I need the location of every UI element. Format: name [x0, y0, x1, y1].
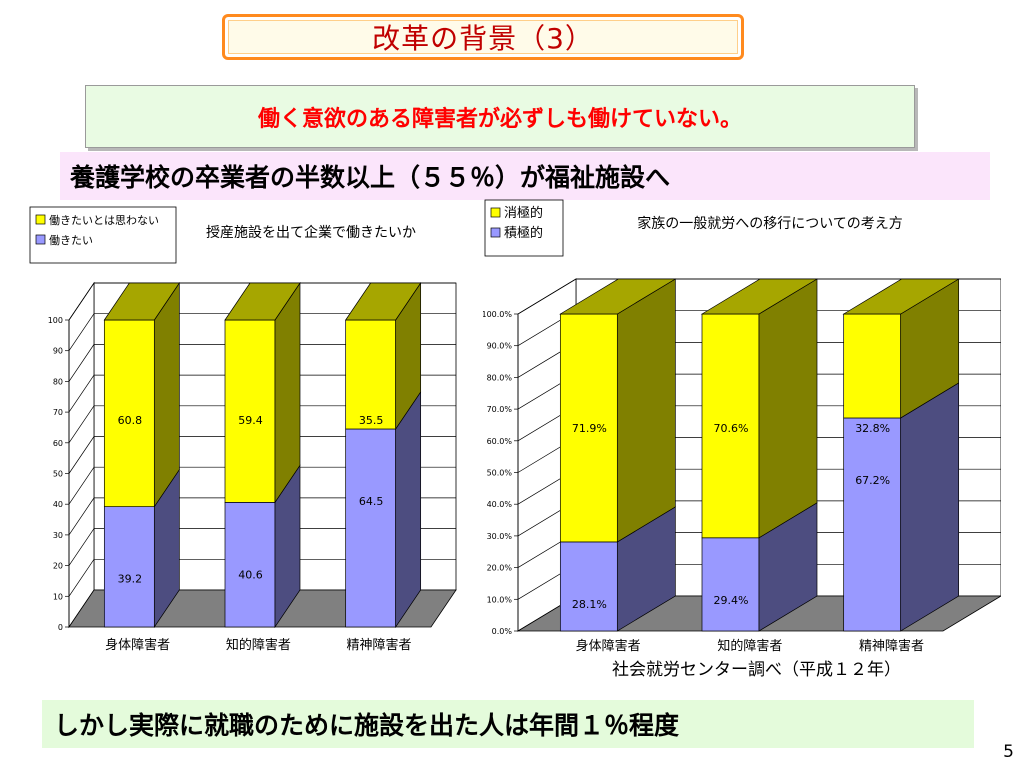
slide-subtitle: 働く意欲のある障害者が必ずしも働けていない。 — [85, 85, 915, 148]
y-tick-label: 0 — [58, 623, 63, 632]
bar-segment — [843, 417, 902, 632]
data-label: 35.5 — [359, 414, 384, 427]
category-label: 知的障害者 — [226, 637, 291, 653]
data-label: 67.2% — [855, 474, 890, 487]
y-tick-label: 80.0% — [487, 373, 513, 382]
y-tick-label: 60 — [53, 439, 63, 448]
bottom-banner: しかし実際に就職のために施設を出た人は年間１％程度 — [42, 700, 974, 748]
bar-side — [758, 278, 818, 539]
data-label: 29.4% — [714, 594, 749, 607]
gridline — [68, 374, 456, 413]
chart-title: 家族の一般就労への移行についての考え方 — [637, 215, 903, 232]
y-tick-label: 50 — [53, 470, 63, 479]
chart-family-attitude: 0.0% 10.0% 20.0% 30.0% 40.0% 50.0% 60.0% 70.0% 8… — [483, 199, 1001, 654]
bar-side — [900, 382, 960, 632]
bar-segment — [701, 313, 760, 539]
legend-swatch — [490, 207, 501, 218]
y-tick-label: 20 — [53, 562, 63, 571]
bar-segment — [345, 319, 397, 430]
y-tick-label: 30.0% — [487, 532, 513, 541]
y-tick-label: 10.0% — [487, 595, 513, 604]
category-label: 身体障害者 — [105, 637, 170, 653]
y-tick-label: 70.0% — [487, 405, 513, 414]
data-label: 59.4 — [238, 414, 263, 427]
bar-side — [274, 281, 301, 504]
legend-item: 消極的 — [504, 205, 543, 221]
bar-top — [559, 278, 677, 315]
legend-swatch — [35, 234, 46, 245]
data-label: 32.8% — [855, 422, 890, 435]
legend-box — [29, 206, 177, 264]
y-tick-label: 20.0% — [487, 564, 513, 573]
y-tick-label: 100.0% — [483, 310, 512, 319]
data-label: 64.5 — [359, 495, 384, 508]
bar-top — [700, 278, 819, 315]
gridline — [68, 313, 456, 351]
y-tick-label: 40.0% — [487, 500, 513, 509]
y-tick-label: 90 — [53, 347, 63, 356]
y-tick-label: 30 — [53, 531, 63, 540]
data-label: 70.6% — [714, 422, 749, 435]
y-tick-label: 70 — [53, 408, 63, 417]
bar-top — [103, 282, 180, 321]
headline-banner: 養護学校の卒業者の半数以上（５５％）が福祉施設へ — [60, 152, 990, 200]
bar-segment — [559, 313, 618, 543]
legend-swatch — [490, 227, 501, 238]
bar-top — [842, 278, 960, 315]
gridline — [68, 558, 456, 597]
y-tick-label: 10 — [53, 592, 63, 601]
slide-title: 改革の背景（3） — [222, 14, 744, 60]
page-number: 5 — [1003, 742, 1014, 762]
bar-side — [395, 390, 422, 629]
gridline — [68, 497, 456, 536]
y-tick-label: 80 — [53, 377, 63, 386]
gridline — [68, 466, 456, 505]
legend-item: 働きたい — [49, 234, 93, 247]
y-tick-label: 90.0% — [487, 342, 513, 351]
gridline — [68, 344, 456, 382]
bar-top — [345, 282, 422, 321]
bar-segment — [843, 313, 902, 419]
legend-item: 働きたいとは思わない — [49, 214, 159, 227]
bar-side — [616, 278, 676, 543]
data-label: 71.9% — [572, 422, 607, 435]
chart-title: 授産施設を出て企業で働きたいか — [206, 224, 416, 241]
data-label: 60.8 — [118, 414, 143, 427]
data-label: 40.6 — [238, 568, 263, 581]
y-tick-label: 100 — [48, 316, 63, 325]
category-label: 身体障害者 — [576, 638, 641, 654]
y-tick-label: 60.0% — [487, 437, 513, 446]
gridline — [68, 436, 456, 474]
bar-segment — [559, 541, 618, 632]
legend-swatch — [35, 214, 46, 225]
data-label: 28.1% — [572, 598, 607, 611]
bar-segment — [224, 502, 276, 628]
source-note: 社会就労センター調べ（平成１２年） — [612, 660, 901, 680]
category-label: 精神障害者 — [346, 637, 411, 653]
gridline — [68, 405, 456, 443]
category-label: 知的障害者 — [717, 638, 782, 654]
bar-top — [224, 282, 301, 321]
gridline — [68, 528, 456, 566]
gridline — [68, 282, 456, 321]
category-label: 精神障害者 — [859, 638, 924, 654]
legend-item: 積極的 — [504, 225, 543, 241]
y-tick-label: 50.0% — [487, 469, 513, 478]
data-label: 39.2 — [118, 573, 143, 586]
bar-segment — [345, 428, 397, 628]
bar-side — [153, 281, 180, 508]
bar-segment — [224, 319, 276, 503]
gridline — [517, 278, 1001, 315]
bar-segment — [701, 537, 760, 632]
y-tick-label: 40 — [53, 500, 63, 509]
y-tick-label: 0.0% — [492, 627, 513, 636]
chart-willingness-to-work: 0 10 20 30 40 50 60 70 80 90 100 39.2 60.8 身体障害者 40.6 5… — [29, 206, 457, 653]
bar-segment — [103, 506, 155, 628]
